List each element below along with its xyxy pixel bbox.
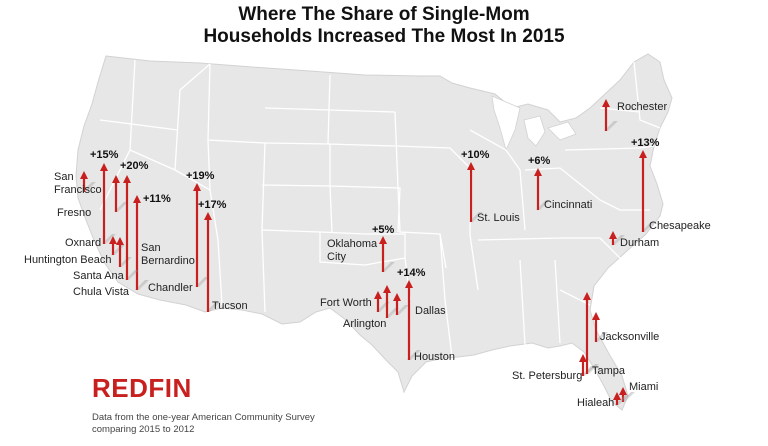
arrow-head-hialeah [613,392,621,400]
increase-label-chesapeake: +13% [631,137,660,149]
arrow-head-oklahoma-city [379,236,387,244]
us-outline [75,53,673,411]
arrow-shadow-huntington-beach [111,245,125,255]
increase-label-chula-vista: +11% [143,193,171,205]
arrow-head-rochester [602,99,610,107]
city-label-oklahoma-city: Oklahoma City [327,238,378,263]
city-label-tampa: Tampa [592,365,626,377]
arrow-shadow-dallas [395,305,409,315]
increase-label-cincinnati: +6% [528,155,551,167]
arrow-head-fresno [112,175,120,183]
source-note: Data from the one-year American Communit… [92,412,352,436]
arrow-head-san-francisco [80,171,88,179]
city-label-san-francisco: San Francisco [54,171,102,196]
arrow-shadow-chesapeake [641,222,655,232]
arrow-head-jacksonville [592,312,600,320]
city-label-arlington: Arlington [343,318,387,330]
city-label-chandler: Chandler [148,282,193,294]
city-label-huntington-beach: Huntington Beach [24,254,112,266]
city-label-chesapeake: Chesapeake [649,220,711,232]
increase-label-chandler: +19% [186,170,215,182]
title-line-2: Households Increased The Most In 2015 [203,26,565,47]
increase-label-tucson: +17% [198,199,227,211]
increase-label-oklahoma-city: +5% [372,224,395,236]
city-label-houston: Houston [414,351,455,363]
city-label-cincinnati: Cincinnati [544,199,593,211]
arrow-shadow-hialeah [615,395,629,405]
arrow-head-chesapeake [639,150,647,158]
city-label-fort-worth: Fort Worth [320,297,372,309]
city-label-st-petersburg: St. Petersburg [512,370,583,382]
arrow-head-st-petersburg [579,354,587,362]
arrow-head-st-louis [467,162,475,170]
source-line-2: comparing 2015 to 2012 [92,424,195,435]
increase-label-oxnard: +20% [120,160,149,172]
redfin-logo: REDFIN [92,373,192,403]
arrow-shadow-chandler [195,277,209,287]
arrow-shadow-santa-ana [118,257,132,267]
arrow-shadow-arlington [385,308,399,318]
arrow-shadow-durham [611,235,625,245]
city-label-miami: Miami [629,381,659,393]
city-label-chula-vista: Chula Vista [73,286,130,298]
title-line-1: Where The Share of Single-Mom [238,4,530,25]
city-label-hialeah: Hialeah [577,397,615,409]
arrow-shadow-chula-vista [135,280,149,290]
arrow-head-chandler [193,183,201,191]
city-label-fresno: Fresno [57,207,92,219]
arrow-shadow-rochester [604,121,618,131]
arrow-head-dallas [393,293,401,301]
arrow-head-tampa [583,292,591,300]
arrow-shadow-san-bernardino [125,270,139,280]
arrow-head-arlington [383,285,391,293]
city-label-rochester: Rochester [617,101,668,113]
city-label-dallas: Dallas [415,305,446,317]
city-label-santa-ana: Santa Ana [73,270,124,282]
increase-label-fresno: +15% [90,149,119,161]
arrow-head-cincinnati [534,168,542,176]
source-line-1: Data from the one-year American Communit… [92,412,315,423]
city-label-durham: Durham [620,237,660,249]
arrow-shadow-san-francisco [82,182,96,192]
arrow-head-santa-ana [116,237,124,245]
arrow-head-chula-vista [133,195,141,203]
arrow-head-miami [619,387,627,395]
arrow-head-houston [405,280,413,288]
arrow-shadow-cincinnati [536,200,550,210]
city-label-st-louis: St. Louis [477,212,520,224]
arrow-head-oxnard [100,163,108,171]
arrow-shadow-houston [407,350,421,360]
arrow-shadow-tucson [206,302,220,312]
arrow-shadow-fresno [114,202,128,212]
state-borders [99,59,661,358]
city-label-oxnard: Oxnard [65,237,102,249]
arrow-shadow-st-louis [469,212,483,222]
arrow-shadow-oxnard [102,234,116,244]
arrow-shadow-jacksonville [594,332,608,342]
arrow-head-tucson [204,212,212,220]
arrow-head-fort-worth [374,291,382,299]
arrow-head-durham [609,231,617,239]
arrow-head-huntington-beach [109,236,117,244]
increase-label-st-louis: +10% [461,149,490,161]
increase-label-houston: +14% [397,267,426,279]
city-label-jacksonville: Jacksonville [600,331,660,343]
arrow-shadow-oklahoma-city [381,262,395,272]
city-label-tucson: Tucson [212,300,248,312]
arrow-shadow-tampa [585,364,599,374]
arrow-head-san-bernardino [123,175,131,183]
city-label-san-bernardino: San Bernardino [141,242,195,267]
arrows-layer [80,99,655,405]
